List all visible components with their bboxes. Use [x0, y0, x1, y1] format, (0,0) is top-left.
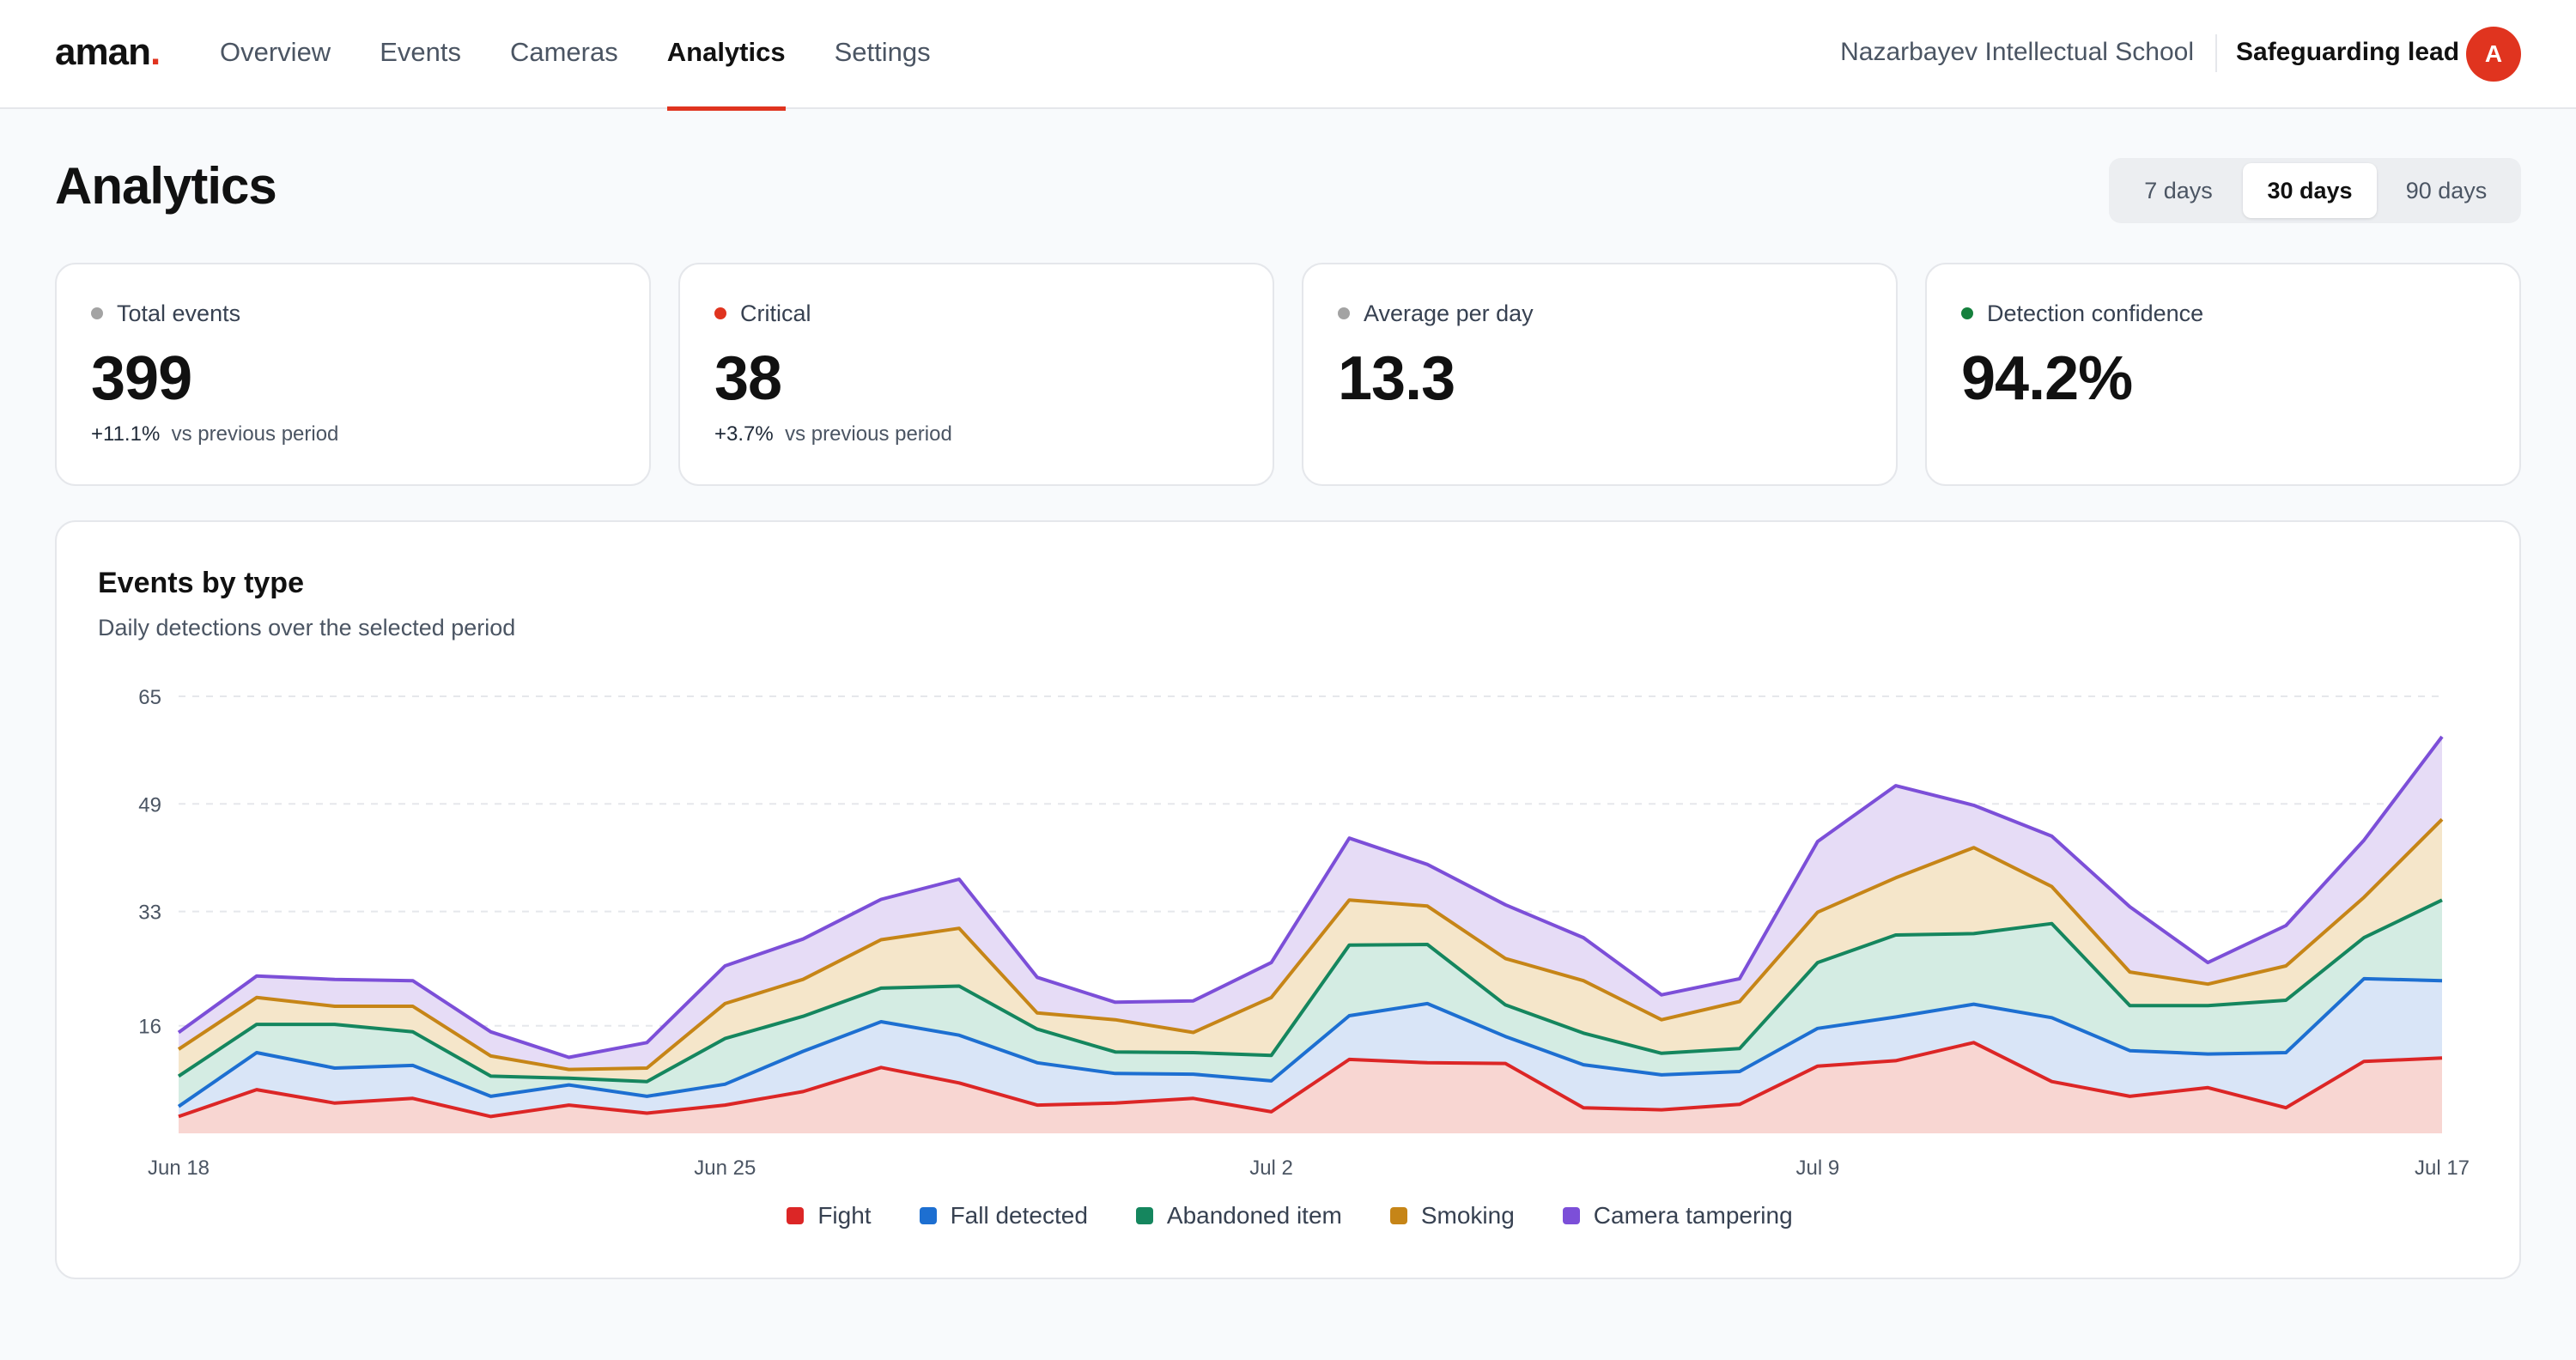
top-navigation-bar: aman. Overview Events Cameras Analytics …	[0, 0, 2576, 111]
x-tick-label: Jul 17	[2415, 1157, 2470, 1180]
stacked-area-chart: 16 33 49 65 Jun 18 Jun 25 Jul 2 Jul 9 Jul 17	[138, 686, 2470, 1180]
legend-swatch	[1389, 1207, 1407, 1224]
series-line-fall-detected	[177, 976, 2443, 1108]
y-tick-label: 16	[138, 1016, 161, 1039]
events-by-type-chart-card: Events by type Daily detections over the…	[55, 520, 2521, 1279]
stat-value: 94.2%	[1961, 344, 2133, 413]
legend-swatch	[1135, 1207, 1153, 1224]
y-tick-label: 33	[138, 902, 161, 925]
organization-name: Nazarbayev Intellectual School	[1840, 38, 2194, 66]
stat-value: 399	[91, 344, 192, 413]
chart-title: Events by type	[98, 567, 304, 599]
stat-value: 38	[714, 344, 782, 413]
status-dot	[91, 307, 103, 319]
user-avatar[interactable]: A	[2466, 27, 2521, 82]
legend-swatch	[919, 1207, 937, 1224]
page-title: Analytics	[55, 157, 277, 215]
range-7-days-button[interactable]: 7 days	[2144, 178, 2213, 203]
x-tick-label: Jun 18	[148, 1157, 210, 1180]
series-line-abandoned-item	[177, 898, 2443, 1084]
legend-item-smoking[interactable]: Smoking	[1389, 1202, 1515, 1229]
stat-label: Total events	[117, 301, 241, 326]
nav-analytics[interactable]: Analytics	[666, 0, 786, 111]
chart-subtitle: Daily detections over the selected perio…	[98, 615, 516, 641]
brand-logo[interactable]: aman.	[55, 31, 161, 73]
area-fight	[179, 1042, 2442, 1133]
stat-card-critical: Critical 38 +3.7% vs previous period	[678, 263, 1274, 486]
x-tick-label: Jul 2	[1249, 1157, 1293, 1180]
legend-item-fight[interactable]: Fight	[787, 1202, 872, 1229]
legend-swatch	[1562, 1207, 1580, 1224]
stat-label: Detection confidence	[1987, 301, 2204, 326]
nav-cameras[interactable]: Cameras	[509, 37, 618, 67]
legend-swatch	[787, 1207, 805, 1224]
x-tick-label: Jul 9	[1795, 1157, 1839, 1180]
stat-label: Average per day	[1364, 301, 1534, 326]
area-abandoned-item	[179, 900, 2442, 1107]
stat-card-average-per-day: Average per day 13.3	[1302, 263, 1898, 486]
area-fall-detected	[179, 978, 2442, 1117]
series-line-camera-tampering	[177, 735, 2444, 1059]
stat-value: 13.3	[1338, 344, 1455, 413]
status-dot	[1961, 307, 1973, 319]
legend-item-camera-tampering[interactable]: Camera tampering	[1562, 1202, 1793, 1229]
nav-settings[interactable]: Settings	[834, 37, 931, 67]
stat-card-total-events: Total events 399 +11.1% vs previous peri…	[55, 263, 651, 486]
nav-events[interactable]: Events	[380, 37, 461, 67]
chart-legend: Fight Fall detected Abandoned item Smoki…	[57, 1202, 2523, 1229]
stat-delta: +11.1% vs previous period	[91, 422, 339, 446]
status-dot	[1338, 307, 1350, 319]
y-tick-label: 65	[138, 686, 161, 709]
stat-delta: +3.7% vs previous period	[714, 422, 952, 446]
series-line-smoking	[177, 817, 2444, 1072]
range-90-days-button[interactable]: 90 days	[2405, 178, 2488, 203]
user-role: Safeguarding lead	[2236, 38, 2460, 66]
header-divider	[2215, 34, 2217, 72]
date-range-selector: 7 days 30 days 90 days	[2109, 158, 2521, 223]
series-line-fight	[178, 1041, 2443, 1119]
y-tick-label: 49	[138, 793, 161, 817]
range-30-days-button[interactable]: 30 days	[2243, 163, 2377, 218]
nav-overview[interactable]: Overview	[220, 37, 331, 67]
status-dot	[714, 307, 726, 319]
legend-item-fall-detected[interactable]: Fall detected	[919, 1202, 1088, 1229]
active-tab-indicator	[666, 106, 786, 111]
stat-card-detection-confidence: Detection confidence 94.2%	[1925, 263, 2521, 486]
legend-item-abandoned-item[interactable]: Abandoned item	[1135, 1202, 1342, 1229]
x-tick-label: Jun 25	[694, 1157, 756, 1180]
stat-label: Critical	[740, 301, 811, 326]
main-nav: Overview Events Cameras Analytics Settin…	[220, 0, 980, 111]
